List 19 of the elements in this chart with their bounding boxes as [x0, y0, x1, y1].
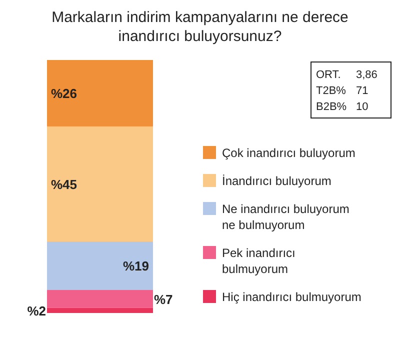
data-label: %26 — [51, 86, 78, 102]
bar — [47, 60, 153, 126]
legend-label: İnandırıcı buluyorum — [222, 174, 332, 188]
text: T2B% 71 — [316, 85, 368, 97]
data-label: %19 — [122, 258, 149, 274]
text: B2B% 10 — [316, 101, 368, 113]
bar — [47, 308, 153, 313]
bar — [47, 290, 153, 308]
data-label: %2 — [27, 303, 46, 318]
legend-label: Ne inandırıcı buluyorum ne bulmuyorum — [222, 202, 350, 232]
bar — [47, 126, 153, 242]
legend-label: Hiç inandırıcı bulmuyorum — [222, 290, 362, 304]
text: Markaların indirim kampanyalarını ne derece inandırıcı buluyorsunuz? — [52, 9, 348, 45]
legend-label: Çok inandırıcı buluyorum — [222, 146, 356, 160]
text: ORT. 3,86 — [316, 69, 378, 81]
bar — [47, 241, 153, 290]
data-label: %45 — [51, 176, 78, 192]
legend-label: Pek inandırıcı bulmuyorum — [222, 246, 296, 276]
data-label: %7 — [154, 292, 173, 307]
